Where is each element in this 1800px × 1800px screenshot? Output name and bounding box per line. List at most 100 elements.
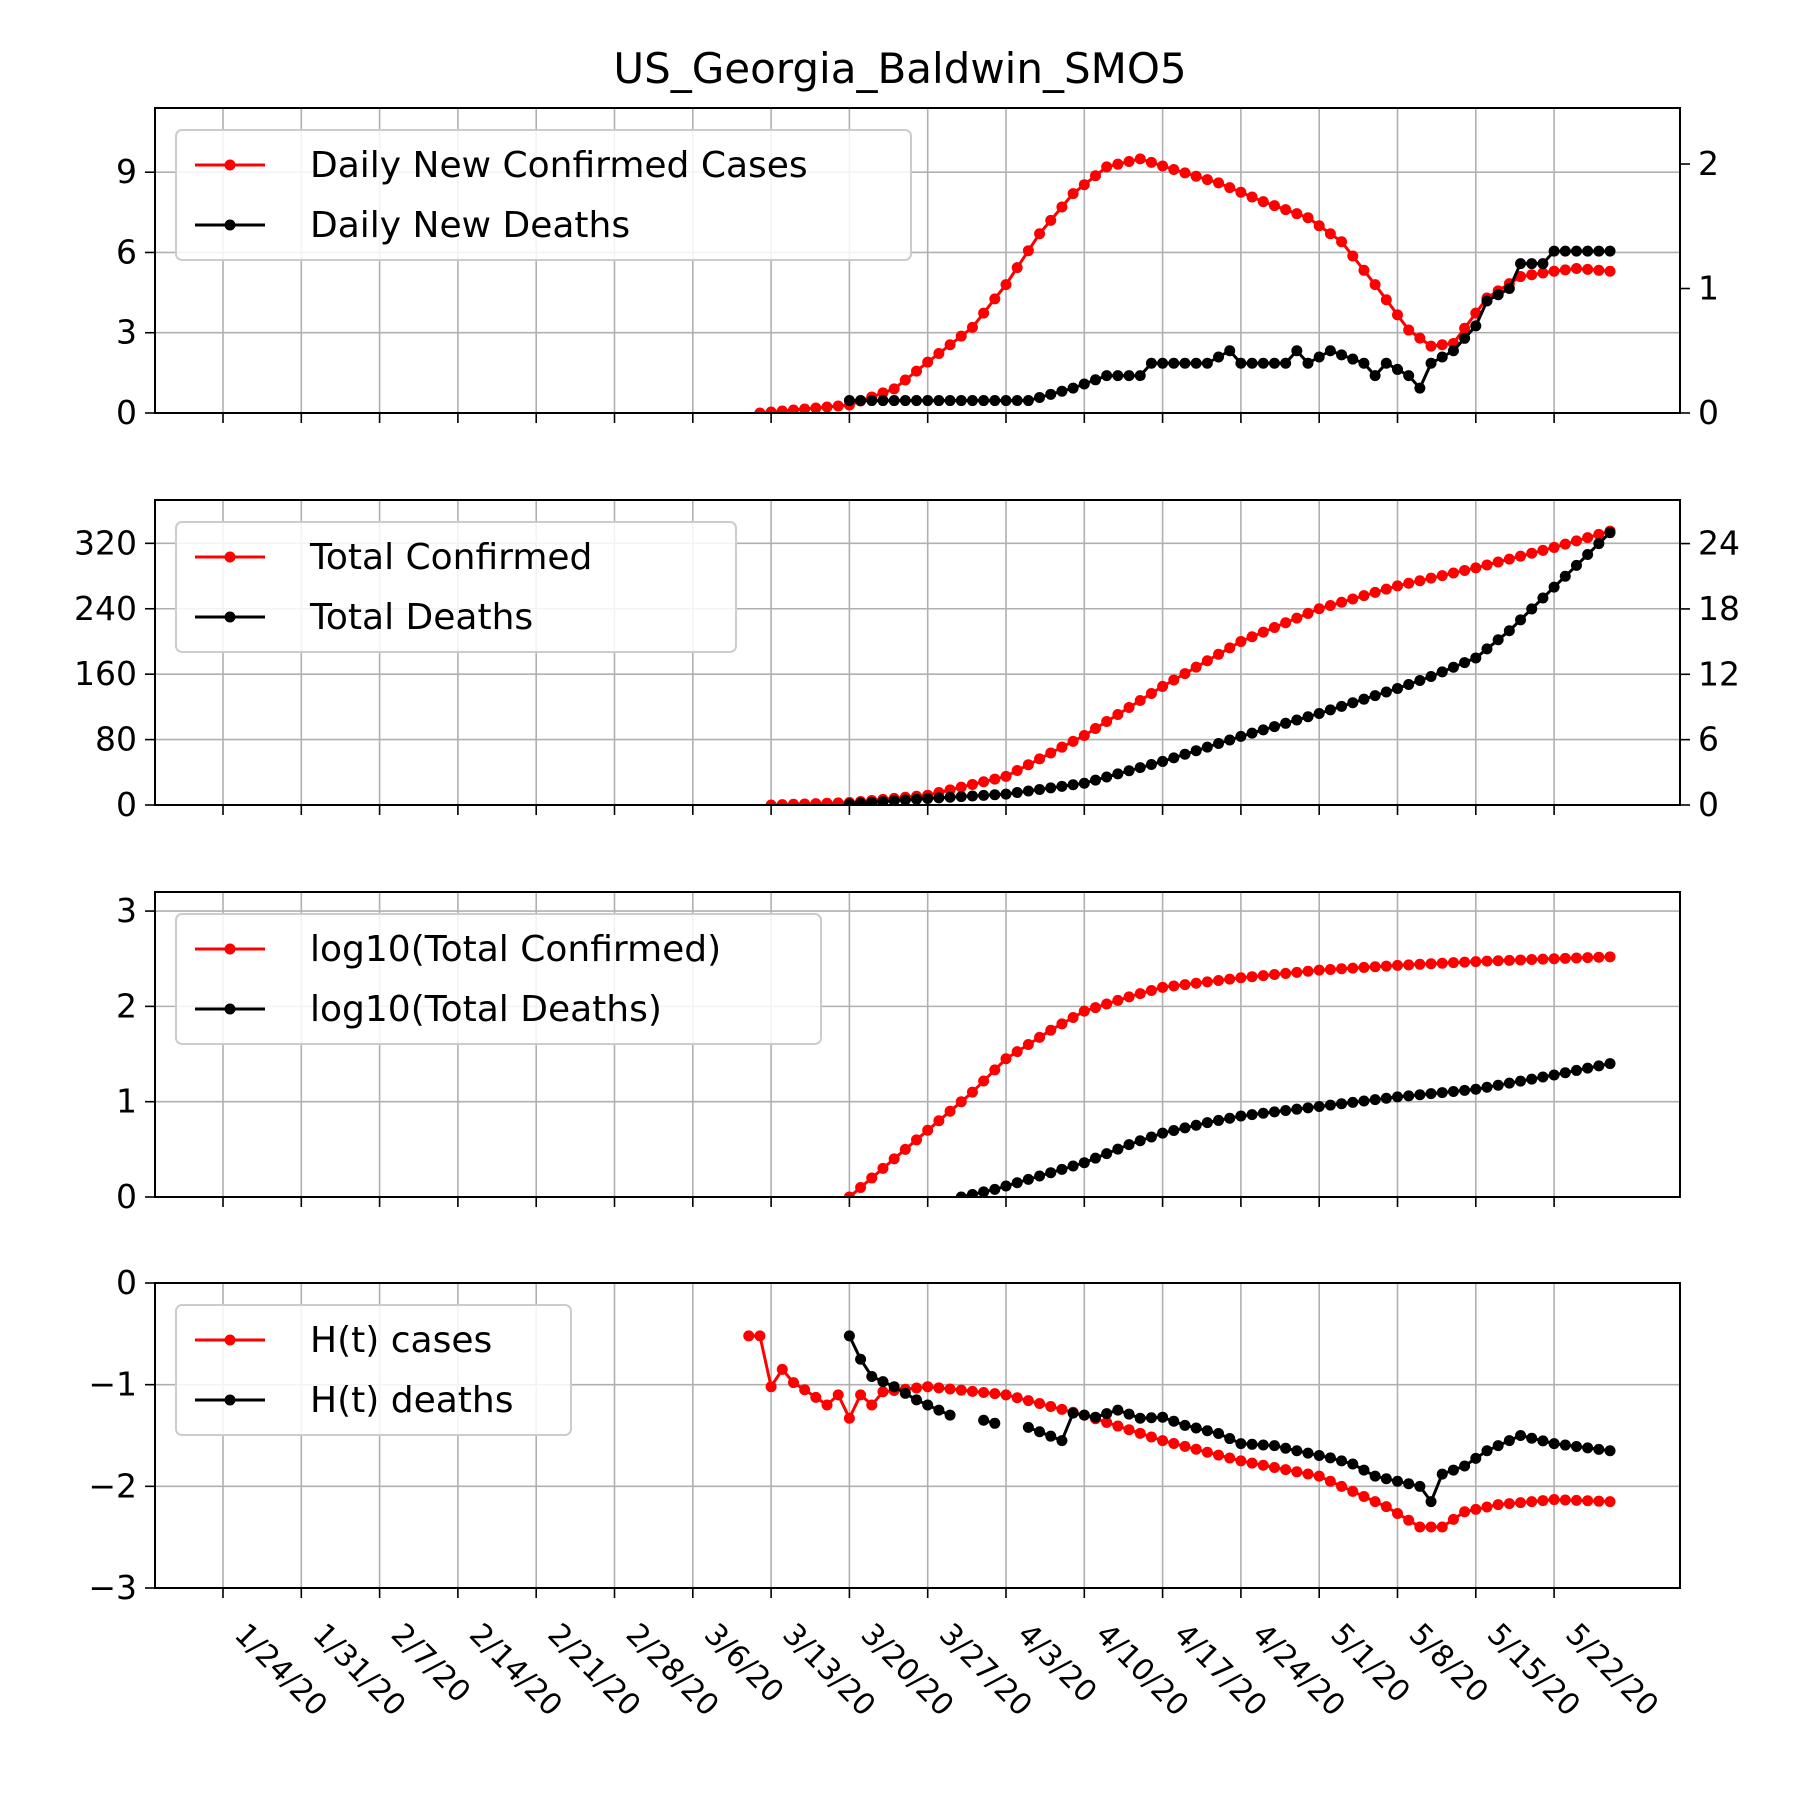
data-point: [1347, 1485, 1359, 1497]
data-point: [1201, 1446, 1213, 1458]
data-point: [1291, 208, 1303, 220]
data-point: [1056, 1435, 1068, 1447]
data-point: [1134, 1412, 1146, 1424]
data-point: [1380, 1501, 1392, 1513]
data-point: [1336, 1455, 1348, 1467]
data-point: [1336, 349, 1348, 361]
data-point: [1157, 981, 1169, 993]
data-point: [1324, 1452, 1336, 1464]
data-point: [1336, 963, 1348, 975]
data-point: [843, 1330, 855, 1342]
data-point: [1280, 967, 1292, 979]
data-point: [1078, 1157, 1090, 1169]
y2-tick-label: 2: [1698, 144, 1719, 183]
data-point: [1347, 593, 1359, 605]
data-point: [832, 400, 844, 412]
data-point: [1559, 952, 1571, 964]
data-point: [1268, 200, 1280, 212]
data-point: [1548, 1494, 1560, 1506]
data-point: [799, 798, 811, 805]
data-point: [1123, 701, 1135, 713]
data-point: [866, 796, 878, 805]
data-point: [1436, 1521, 1448, 1533]
data-point: [1559, 264, 1571, 276]
data-point: [933, 347, 945, 359]
data-point: [855, 395, 867, 407]
data-point: [1526, 269, 1538, 281]
legend-label: Daily New Confirmed Cases: [310, 145, 808, 186]
data-point: [1403, 324, 1415, 336]
data-point: [1604, 245, 1616, 257]
data-point: [1112, 994, 1124, 1006]
data-point: [978, 1075, 990, 1087]
data-point: [899, 1387, 911, 1399]
series-group: [743, 1330, 1616, 1533]
data-point: [776, 405, 788, 413]
data-point: [1034, 753, 1046, 765]
data-point: [1257, 196, 1269, 208]
data-point: [1548, 245, 1560, 257]
data-point: [1000, 1389, 1012, 1401]
data-point: [1213, 1449, 1225, 1461]
data-point: [1559, 1439, 1571, 1451]
data-point: [1011, 1046, 1023, 1058]
data-point: [877, 1162, 889, 1174]
data-point: [1369, 279, 1381, 291]
data-point: [1604, 527, 1616, 539]
data-point: [810, 402, 822, 413]
data-point: [1537, 592, 1549, 604]
data-point: [1201, 741, 1213, 753]
data-point: [1459, 564, 1471, 576]
legend-label: log10(Total Deaths): [310, 989, 662, 1030]
data-point: [1392, 363, 1403, 375]
y-tick-label: 160: [74, 654, 137, 693]
data-point: [1235, 635, 1247, 647]
data-point: [1246, 1438, 1258, 1450]
data-point: [911, 793, 923, 805]
data-point: [1235, 972, 1247, 984]
data-point: [978, 1387, 990, 1399]
data-point: [1436, 351, 1448, 363]
data-point: [1425, 340, 1437, 352]
data-point: [810, 1391, 822, 1403]
data-point: [1470, 562, 1482, 574]
data-point: [1246, 1457, 1258, 1469]
data-point: [1425, 357, 1437, 369]
data-point: [1414, 1089, 1426, 1101]
data-point: [1123, 1424, 1135, 1436]
data-point: [1067, 382, 1079, 394]
data-point: [1213, 1114, 1225, 1126]
data-point: [1168, 1415, 1180, 1427]
data-point: [1268, 1461, 1280, 1473]
data-point: [1112, 1420, 1124, 1432]
data-point: [1447, 1085, 1459, 1097]
data-point: [1358, 590, 1370, 602]
data-point: [1078, 179, 1090, 191]
data-point: [1481, 1081, 1493, 1093]
data-point: [1481, 559, 1493, 571]
data-point: [1280, 617, 1292, 629]
data-point: [1593, 1443, 1605, 1455]
data-point: [1246, 727, 1258, 739]
data-point: [1034, 228, 1046, 240]
data-point: [1224, 973, 1236, 985]
data-point: [1537, 544, 1549, 556]
data-point: [1056, 1163, 1068, 1175]
data-point: [821, 401, 833, 413]
y-tick-label: 3: [116, 313, 137, 352]
data-point: [1369, 1470, 1381, 1482]
data-point: [754, 407, 766, 413]
data-point: [1145, 357, 1157, 369]
data-point: [765, 799, 777, 805]
data-point: [1168, 1437, 1180, 1449]
data-point: [1459, 657, 1471, 669]
data-point: [1436, 666, 1448, 678]
data-point: [1503, 625, 1515, 637]
data-point: [1414, 332, 1426, 344]
data-point: [1101, 1416, 1113, 1428]
data-point: [1481, 955, 1493, 967]
data-point: [966, 395, 978, 407]
legend: H(t) cases H(t) deaths: [175, 1304, 572, 1436]
data-point: [1045, 388, 1057, 400]
data-point: [1224, 1433, 1236, 1445]
